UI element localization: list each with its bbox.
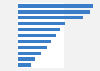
Bar bbox=[18, 46, 47, 49]
Bar bbox=[18, 34, 56, 37]
Bar bbox=[18, 16, 83, 19]
Bar bbox=[18, 22, 65, 25]
Bar bbox=[18, 52, 41, 55]
Bar bbox=[18, 4, 93, 8]
Bar bbox=[64, 3, 98, 68]
Bar bbox=[18, 28, 60, 31]
Bar bbox=[18, 57, 35, 61]
Bar bbox=[18, 10, 90, 14]
Bar bbox=[18, 40, 51, 43]
Bar bbox=[18, 63, 31, 67]
